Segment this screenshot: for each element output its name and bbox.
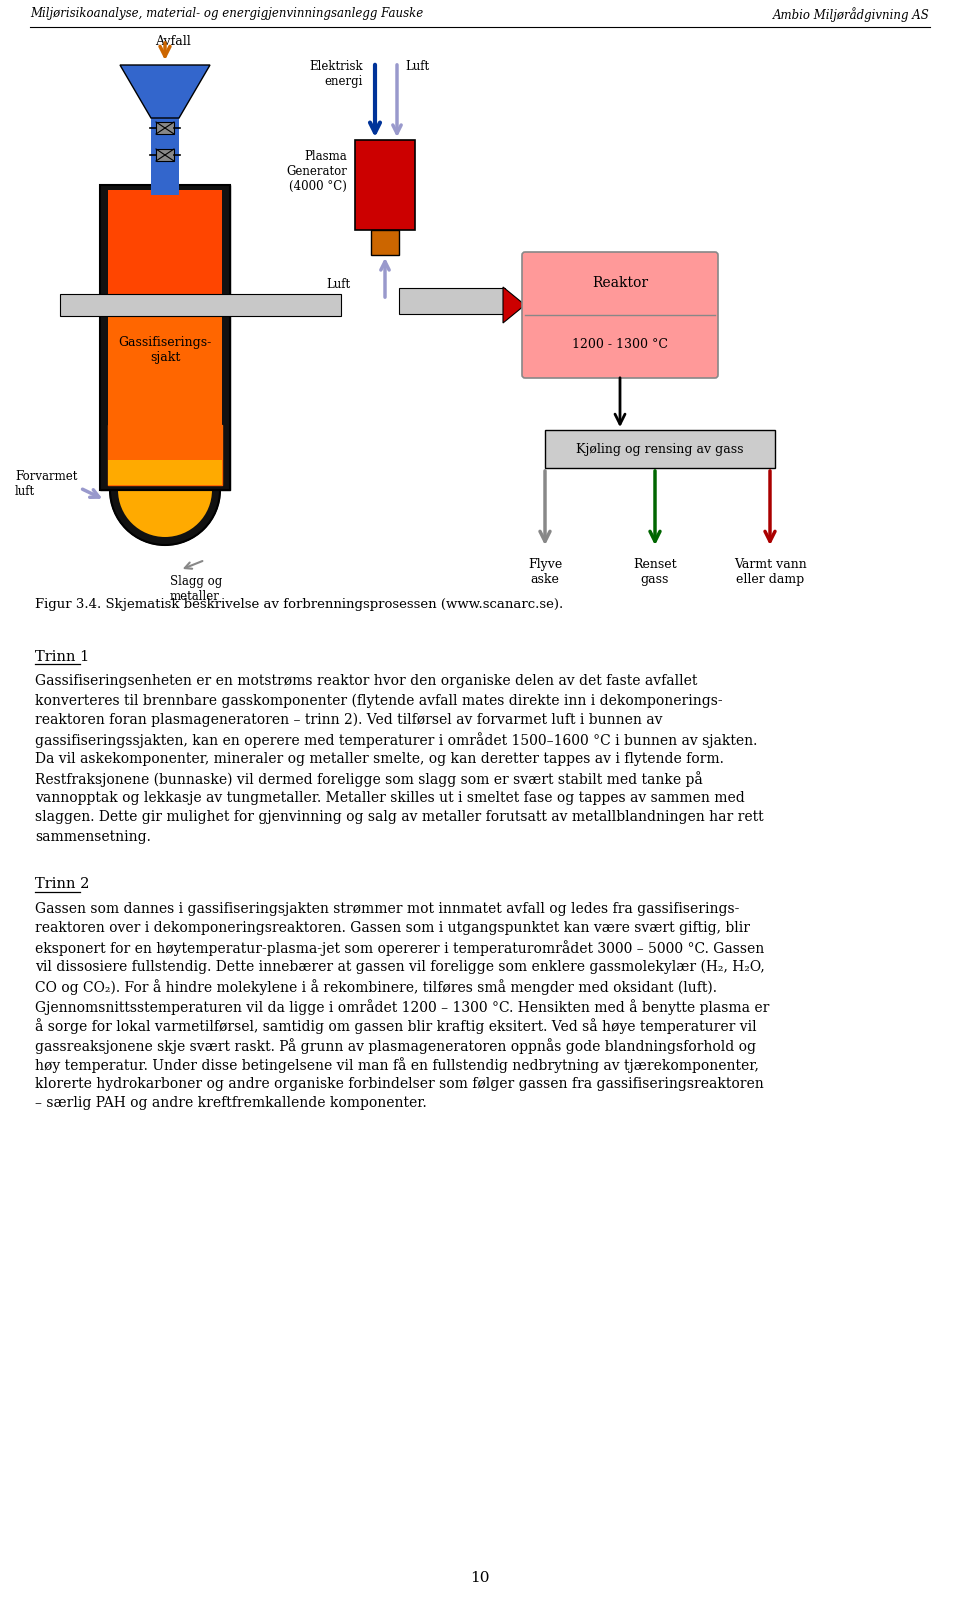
Text: Gassifiseringsenheten er en motstrøms reaktor hvor den organiske delen av det fa: Gassifiseringsenheten er en motstrøms re… [35, 673, 697, 688]
FancyBboxPatch shape [108, 191, 222, 316]
Text: sammensetning.: sammensetning. [35, 830, 151, 845]
Text: Kjøling og rensing av gass: Kjøling og rensing av gass [576, 442, 744, 455]
FancyBboxPatch shape [545, 430, 775, 468]
FancyBboxPatch shape [371, 229, 399, 255]
Text: Restfraksjonene (bunnaske) vil dermed foreligge som slagg som er svært stabilt m: Restfraksjonene (bunnaske) vil dermed fo… [35, 771, 703, 787]
Text: Miljørisikoanalyse, material- og energigjenvinningsanlegg Fauske: Miljørisikoanalyse, material- og energig… [30, 6, 423, 19]
Text: Luft: Luft [405, 59, 429, 74]
Text: Gassifiserings-
sjakt: Gassifiserings- sjakt [118, 337, 211, 364]
Polygon shape [120, 66, 210, 119]
FancyBboxPatch shape [108, 460, 222, 486]
Text: Reaktor: Reaktor [592, 276, 648, 290]
Text: å sorge for lokal varmetilførsel, samtidig om gassen blir kraftig eksitert. Ved : å sorge for lokal varmetilførsel, samtid… [35, 1018, 756, 1034]
Text: vannopptak og lekkasje av tungmetaller. Metaller skilles ut i smeltet fase og ta: vannopptak og lekkasje av tungmetaller. … [35, 790, 745, 805]
Text: Da vil askekomponenter, mineraler og metaller smelte, og kan deretter tappes av : Da vil askekomponenter, mineraler og met… [35, 752, 724, 766]
Text: Trinn 2: Trinn 2 [35, 877, 89, 891]
Text: vil dissosiere fullstendig. Dette innebærer at gassen vil foreligge som enklere : vil dissosiere fullstendig. Dette innebæ… [35, 960, 765, 975]
Text: reaktoren over i dekomponeringsreaktoren. Gassen som i utgangspunktet kan være s: reaktoren over i dekomponeringsreaktoren… [35, 922, 750, 935]
Text: – særlig PAH og andre kreftfremkallende komponenter.: – særlig PAH og andre kreftfremkallende … [35, 1096, 427, 1111]
Text: Plasma
Generator
(4000 °C): Plasma Generator (4000 °C) [286, 151, 347, 192]
FancyBboxPatch shape [355, 139, 415, 229]
Text: Gjennomsnittsstemperaturen vil da ligge i området 1200 – 1300 °C. Hensikten med : Gjennomsnittsstemperaturen vil da ligge … [35, 999, 769, 1015]
Text: gassifiseringssjakten, kan en operere med temperaturer i området 1500–1600 °C i : gassifiseringssjakten, kan en operere me… [35, 733, 757, 749]
Text: CO og CO₂). For å hindre molekylene i å rekombinere, tilføres små mengder med ok: CO og CO₂). For å hindre molekylene i å … [35, 979, 717, 995]
Text: 1200 - 1300 °C: 1200 - 1300 °C [572, 338, 668, 351]
FancyBboxPatch shape [100, 184, 230, 491]
Text: Elektrisk
energi: Elektrisk energi [309, 59, 363, 88]
Text: Ambio Miljørådgivning AS: Ambio Miljørådgivning AS [773, 6, 930, 22]
Wedge shape [110, 491, 220, 545]
Text: Figur 3.4. Skjematisk beskrivelse av forbrenningsprosessen (www.scanarc.se).: Figur 3.4. Skjematisk beskrivelse av for… [35, 598, 564, 611]
FancyBboxPatch shape [60, 293, 341, 316]
Text: konverteres til brennbare gasskomponenter (flytende avfall mates direkte inn i d: konverteres til brennbare gasskomponente… [35, 694, 723, 709]
FancyBboxPatch shape [156, 122, 174, 135]
Text: 10: 10 [470, 1571, 490, 1585]
Text: gassreaksjonene skje svært raskt. På grunn av plasmageneratoren oppnås gode blan: gassreaksjonene skje svært raskt. På gru… [35, 1039, 756, 1053]
Text: Trinn 1: Trinn 1 [35, 649, 89, 664]
FancyBboxPatch shape [108, 316, 222, 486]
FancyBboxPatch shape [156, 149, 174, 160]
Wedge shape [118, 491, 212, 537]
Text: klorerte hydrokarboner og andre organiske forbindelser som følger gassen fra gas: klorerte hydrokarboner og andre organisk… [35, 1077, 764, 1092]
Text: eksponert for en høytemperatur-plasma-jet som opererer i temperaturområdet 3000 : eksponert for en høytemperatur-plasma-je… [35, 941, 764, 957]
FancyBboxPatch shape [151, 80, 179, 196]
Text: Gassen som dannes i gassifiseringsjakten strømmer mot innmatet avfall og ledes f: Gassen som dannes i gassifiseringsjakten… [35, 901, 739, 915]
Text: reaktoren foran plasmageneratoren – trinn 2). Ved tilførsel av forvarmet luft i : reaktoren foran plasmageneratoren – trin… [35, 713, 662, 728]
Text: Luft: Luft [325, 279, 350, 292]
Text: Varmt vann
eller damp: Varmt vann eller damp [733, 558, 806, 587]
Text: Forvarmet
luft: Forvarmet luft [15, 470, 78, 499]
Text: Renset
gass: Renset gass [634, 558, 677, 587]
Polygon shape [503, 287, 525, 322]
FancyBboxPatch shape [399, 289, 505, 314]
Text: Slagg og
metaller: Slagg og metaller [170, 575, 223, 603]
Text: slaggen. Dette gir mulighet for gjenvinning og salg av metaller forutsatt av met: slaggen. Dette gir mulighet for gjenvinn… [35, 811, 763, 824]
Text: Flyve
aske: Flyve aske [528, 558, 563, 587]
FancyBboxPatch shape [522, 252, 718, 378]
Text: Avfall: Avfall [155, 35, 191, 48]
Text: høy temperatur. Under disse betingelsene vil man få en fullstendig nedbrytning a: høy temperatur. Under disse betingelsene… [35, 1058, 758, 1074]
